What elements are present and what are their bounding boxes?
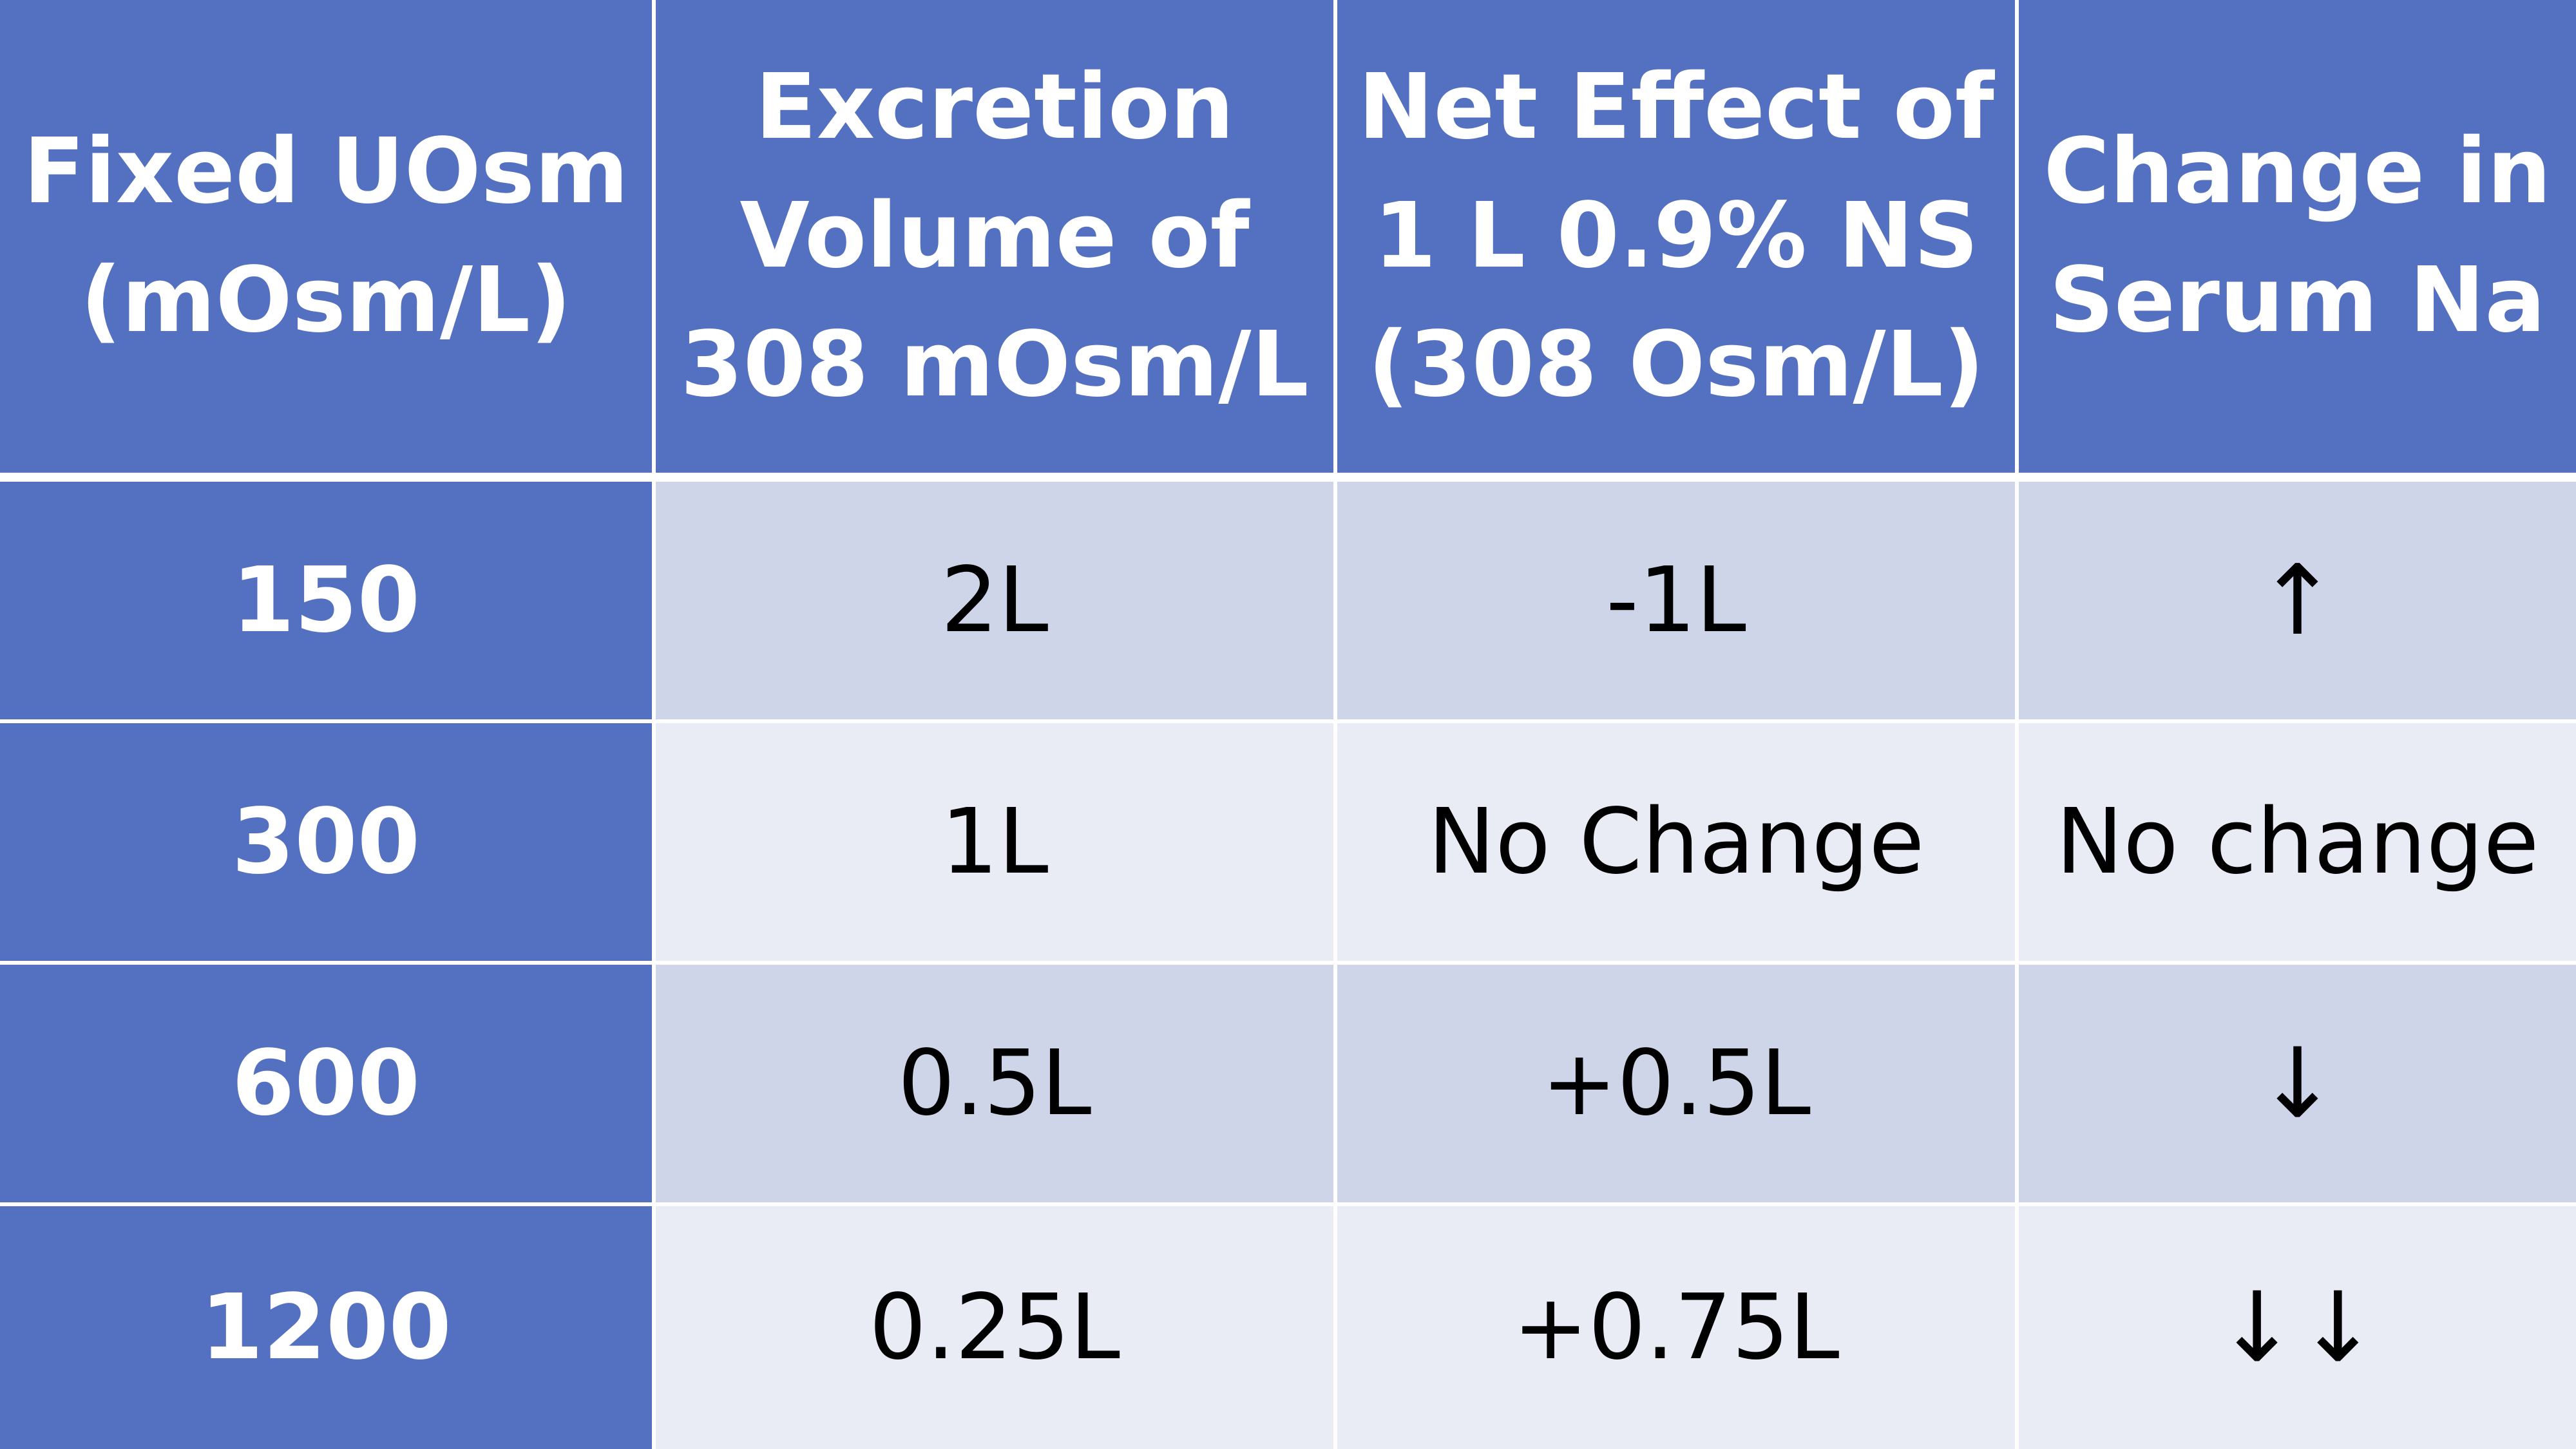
change-cell: ↓↓ bbox=[2019, 1206, 2576, 1449]
row-uosm-600: 600 bbox=[0, 965, 656, 1206]
excretion-cell: 0.25L bbox=[656, 1206, 1337, 1449]
header-fixed-uosm: Fixed UOsm (mOsm/L) bbox=[0, 0, 656, 482]
net-effect-cell: +0.75L bbox=[1337, 1206, 2019, 1449]
net-effect-cell: +0.5L bbox=[1337, 965, 2019, 1206]
row-uosm-300: 300 bbox=[0, 723, 656, 965]
net-effect-cell: -1L bbox=[1337, 482, 2019, 723]
change-cell: ↓ bbox=[2019, 965, 2576, 1206]
excretion-cell: 1L bbox=[656, 723, 1337, 965]
change-cell: No change bbox=[2019, 723, 2576, 965]
excretion-cell: 0.5L bbox=[656, 965, 1337, 1206]
change-cell: ↑ bbox=[2019, 482, 2576, 723]
header-net-effect: Net Effect of 1 L 0.9% NS (308 Osm/L) bbox=[1337, 0, 2019, 482]
net-effect-cell: No Change bbox=[1337, 723, 2019, 965]
excretion-cell: 2L bbox=[656, 482, 1337, 723]
header-change-serum-na: Change in Serum Na bbox=[2019, 0, 2576, 482]
row-uosm-150: 150 bbox=[0, 482, 656, 723]
row-uosm-1200: 1200 bbox=[0, 1206, 656, 1449]
header-excretion-volume: Excretion Volume of 308 mOsm/L bbox=[656, 0, 1337, 482]
